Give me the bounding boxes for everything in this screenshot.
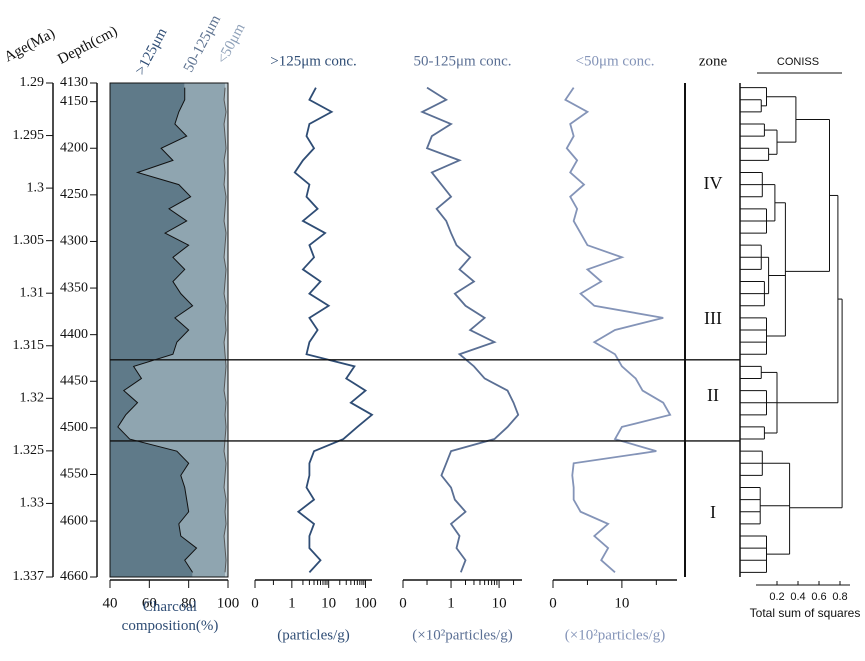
y-axis-title: Depth(cm)	[55, 23, 120, 68]
y-tick-label: 4150	[60, 94, 88, 109]
y-tick-label: 4300	[60, 234, 88, 249]
y-tick-label: 1.305	[13, 233, 45, 248]
x-tick-label: 100	[217, 595, 240, 611]
y-tick-label: 1.29	[20, 75, 45, 90]
x-axis-label: Total sum of squares	[750, 606, 861, 620]
legend-label: >125μm	[133, 25, 171, 78]
y-tick-label: 4660	[60, 569, 88, 584]
x-tick-label: 10	[321, 595, 336, 611]
panel-title: >125μm conc.	[270, 53, 356, 69]
x-tick-label: 100	[354, 595, 377, 611]
x-tick-label: 1	[447, 595, 455, 611]
y-tick-label: 4200	[60, 140, 88, 155]
y-tick-label: 4600	[60, 513, 88, 528]
composition-area	[117, 83, 227, 577]
y-tick-label: 1.315	[13, 338, 45, 353]
y-tick-label: 1.3	[27, 180, 45, 195]
panel-title: <50μm conc.	[576, 53, 655, 69]
panel-frame	[109, 82, 229, 578]
y-tick-label: 4400	[60, 327, 88, 342]
y-tick-label: 1.295	[13, 128, 45, 143]
x-tick-label: 40	[103, 595, 118, 611]
composition-line	[117, 87, 198, 573]
y-tick-label: 4350	[60, 280, 88, 295]
y-tick-label: 1.32	[20, 391, 45, 406]
y-tick-label: 1.33	[20, 496, 45, 511]
x-tick-label: 10	[492, 595, 507, 611]
y-tick-label: 4250	[60, 187, 88, 202]
x-axis-label: (particles/g)	[277, 627, 349, 643]
panel-title: 50-125μm conc.	[413, 53, 511, 69]
x-tick-label: 0.2	[769, 591, 784, 603]
x-axis-label: (×10²particles/g)	[565, 627, 665, 643]
zone-label: IV	[704, 173, 723, 193]
zone-title: zone	[699, 53, 728, 69]
x-tick-label: 10	[614, 595, 629, 611]
composition-area	[224, 83, 228, 577]
concentration-line	[420, 86, 520, 573]
y-tick-label: 1.337	[13, 569, 45, 584]
y-axis-title: Age(Ma)	[2, 26, 58, 66]
y-tick-label: 4130	[60, 75, 88, 90]
dendrogram-title: CONISS	[777, 56, 819, 68]
y-tick-label: 1.325	[13, 443, 45, 458]
concentration-line	[293, 87, 374, 573]
y-tick-label: 4550	[60, 467, 88, 482]
zone-label: III	[704, 308, 722, 328]
composition-line	[223, 87, 227, 573]
x-tick-label: 0	[549, 595, 557, 611]
y-tick-label: 4500	[60, 420, 88, 435]
x-axis-label: (×10²particles/g)	[412, 627, 512, 643]
x-tick-label: 0.4	[790, 591, 805, 603]
x-tick-label: 60	[142, 595, 157, 611]
x-tick-label: 1	[288, 595, 296, 611]
concentration-line	[564, 87, 672, 574]
composition-x-label: Charcoal composition(%)	[121, 599, 219, 634]
zone-label: II	[707, 385, 719, 405]
y-tick-label: 4450	[60, 373, 88, 388]
x-tick-label: 80	[181, 595, 196, 611]
composition-area	[110, 83, 197, 577]
zone-label: I	[710, 502, 716, 522]
y-tick-label: 1.31	[20, 285, 45, 300]
x-tick-label: 0.6	[811, 591, 826, 603]
x-tick-label: 0	[251, 595, 259, 611]
x-tick-label: 0.8	[832, 591, 847, 603]
x-tick-label: 0	[399, 595, 407, 611]
legend-label: 50-125μm	[181, 12, 224, 75]
